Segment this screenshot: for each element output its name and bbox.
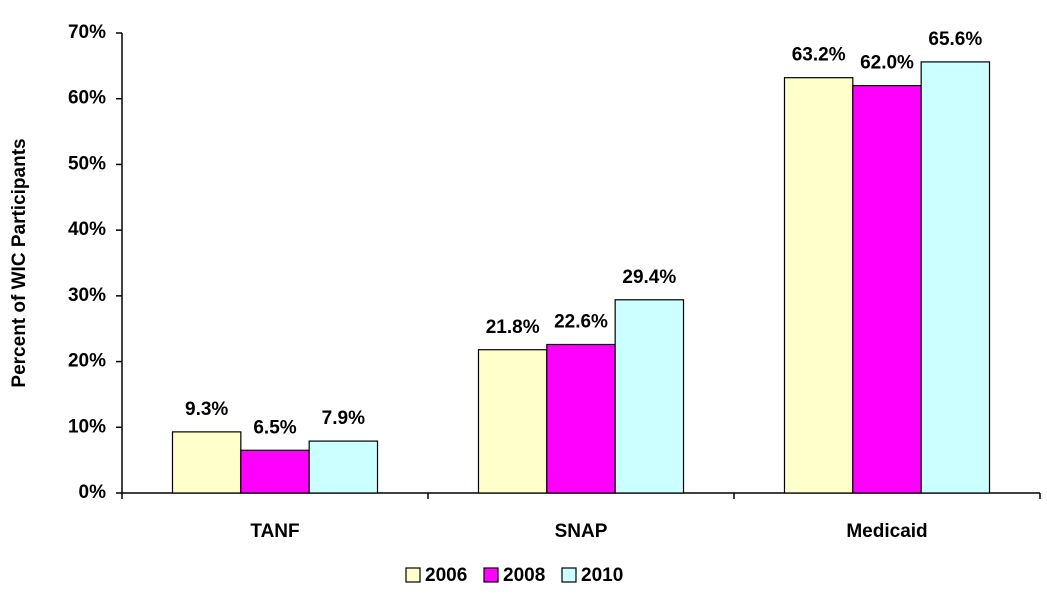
x-tick-label: Medicaid — [846, 521, 927, 542]
bar — [240, 449, 310, 494]
bar — [477, 349, 548, 494]
y-tick-label: 60% — [68, 88, 106, 109]
legend-swatch — [405, 567, 421, 583]
bar — [546, 343, 616, 494]
y-tick-label: 50% — [68, 153, 106, 174]
y-tick-label: 30% — [68, 285, 106, 306]
y-tick-label: 20% — [68, 351, 106, 372]
legend-label: 2008 — [503, 565, 545, 586]
data-label: 6.5% — [253, 417, 296, 438]
bar — [614, 299, 685, 494]
legend-label: 2006 — [425, 565, 467, 586]
data-label: 22.6% — [554, 312, 608, 333]
bar — [920, 61, 991, 494]
data-label: 29.4% — [622, 267, 676, 288]
legend-swatch — [483, 567, 499, 583]
data-label: 65.6% — [928, 29, 982, 50]
legend-label: 2010 — [581, 565, 623, 586]
data-label: 7.9% — [322, 408, 365, 429]
x-tick-label: SNAP — [555, 521, 608, 542]
y-tick-label: 0% — [79, 482, 107, 503]
data-label: 62.0% — [860, 53, 914, 74]
y-tick-label: 40% — [68, 219, 106, 240]
data-label: 21.8% — [486, 317, 540, 338]
bar — [308, 440, 379, 494]
x-tick-label: TANF — [250, 521, 299, 542]
data-label: 9.3% — [185, 399, 228, 420]
bar — [852, 84, 922, 494]
y-tick-label: 70% — [68, 22, 106, 43]
data-label: 63.2% — [792, 45, 846, 66]
y-tick-label: 10% — [68, 416, 106, 437]
bar — [783, 77, 854, 494]
bar — [171, 431, 242, 494]
legend-swatch — [561, 567, 577, 583]
y-axis-label: Percent of WIC Participants — [9, 138, 30, 387]
